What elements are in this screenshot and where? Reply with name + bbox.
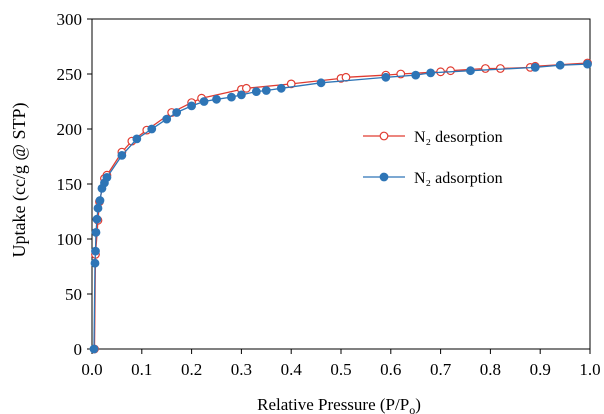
- x-tick-label: 0.8: [480, 360, 501, 379]
- data-point: [90, 258, 100, 268]
- data-point: [199, 97, 209, 106]
- x-tick-label: 0.9: [530, 360, 551, 379]
- data-point: [446, 66, 455, 76]
- data-point: [481, 64, 490, 73]
- data-point: [227, 92, 236, 102]
- data-point: [316, 78, 326, 88]
- data-point: [236, 90, 246, 100]
- series-line: [93, 62, 588, 350]
- data-point: [117, 150, 127, 160]
- series-desorption: [90, 58, 592, 354]
- data-point: [91, 246, 100, 256]
- y-tick-label: 300: [57, 10, 83, 29]
- x-tick-label: 0.6: [380, 360, 401, 379]
- data-point: [172, 108, 182, 117]
- y-tick-label: 50: [65, 285, 82, 304]
- series-line: [93, 63, 588, 350]
- x-axis-label-end: ): [415, 395, 421, 414]
- x-tick-label: 0.7: [430, 360, 452, 379]
- y-axis-label: Uptake (cc/g @ STP): [9, 102, 30, 257]
- y-tick-label: 200: [57, 120, 83, 139]
- data-point: [276, 83, 286, 93]
- legend: N₂ desorption N₂ adsorption: [363, 129, 503, 187]
- data-point: [212, 94, 221, 104]
- x-tick-label: 0.2: [181, 360, 202, 379]
- x-axis-label: Relative Pressure (P/Po): [257, 395, 421, 414]
- data-point: [555, 60, 565, 70]
- data-point: [147, 124, 157, 134]
- data-point: [261, 86, 271, 95]
- x-tick-label: 1.0: [579, 360, 600, 379]
- x-axis-label-sub: o: [409, 403, 415, 414]
- x-tick-label: 0.3: [231, 360, 252, 379]
- y-tick-label: 100: [57, 230, 83, 249]
- data-point: [426, 68, 436, 78]
- y-tick-label: 0: [74, 340, 83, 359]
- x-tick-label: 0.0: [81, 360, 102, 379]
- series-adsorption: [89, 59, 592, 354]
- data-point: [241, 83, 251, 93]
- data-point: [93, 203, 103, 213]
- y-tick-label: 150: [57, 175, 83, 194]
- data-point: [530, 63, 540, 72]
- data-point: [92, 214, 102, 224]
- data-point: [411, 70, 421, 80]
- data-point: [95, 196, 105, 205]
- data-point: [91, 227, 101, 237]
- data-point: [251, 87, 261, 96]
- data-point: [187, 101, 197, 111]
- legend-label: N₂ desorption: [414, 129, 503, 146]
- x-tick-label: 0.5: [330, 360, 351, 379]
- data-point: [132, 134, 142, 144]
- data-point: [286, 79, 296, 89]
- legend-marker: [379, 131, 389, 141]
- legend-marker: [379, 172, 389, 182]
- data-point: [102, 172, 112, 182]
- x-tick-label: 0.1: [131, 360, 152, 379]
- data-point: [466, 66, 475, 76]
- y-tick-label: 250: [57, 65, 83, 84]
- x-tick-label: 0.4: [281, 360, 303, 379]
- data-point: [89, 344, 99, 354]
- series-layer: [89, 58, 592, 354]
- data-point: [381, 72, 391, 82]
- data-point: [583, 59, 592, 69]
- x-axis-label-main: Relative Pressure (P/P: [257, 395, 409, 414]
- axes: 0 50 100 150 200 250 300 0.0 0.1 0.2 0.3 0.4 0.5 0.6 0…: [57, 10, 601, 379]
- data-point: [162, 114, 172, 124]
- legend-label: N₂ adsorption: [414, 170, 503, 187]
